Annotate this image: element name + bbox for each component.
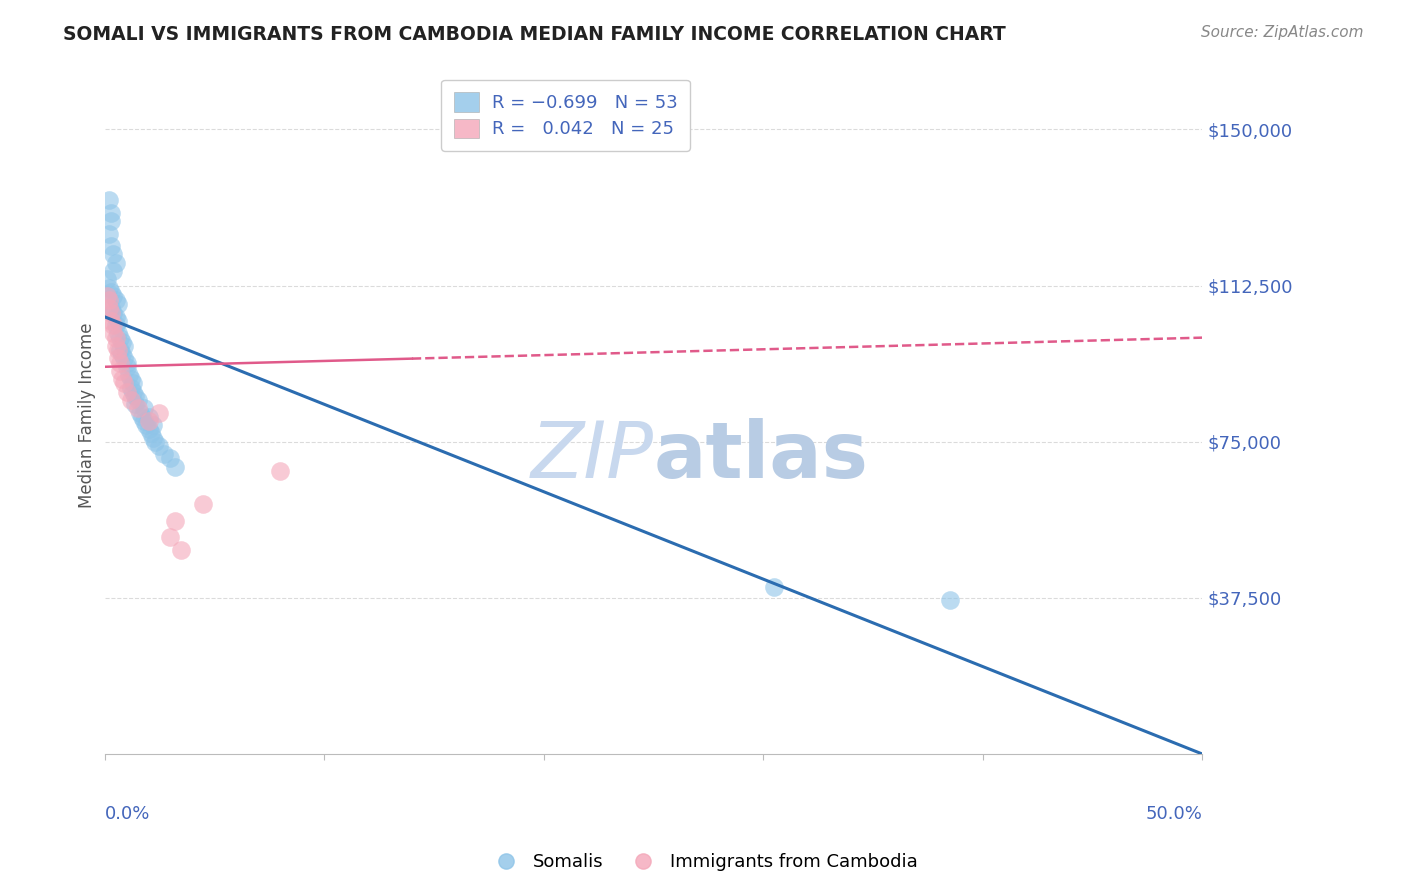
Point: [100, 206, 122, 220]
Point: [100, 301, 122, 316]
Point: [104, 339, 127, 353]
Point: [122, 384, 145, 399]
Point: [103, 306, 125, 320]
Point: [96, 289, 118, 303]
Point: [163, 514, 186, 528]
Point: [159, 451, 181, 466]
Point: [138, 414, 160, 428]
Point: [138, 409, 160, 424]
Point: [112, 339, 135, 353]
Point: [159, 531, 181, 545]
Point: [131, 409, 153, 424]
Point: [107, 343, 129, 358]
Point: [115, 359, 138, 374]
Point: [148, 406, 170, 420]
Point: [142, 418, 165, 433]
Point: [127, 393, 149, 408]
Point: [112, 376, 135, 391]
Point: [107, 314, 129, 328]
Point: [124, 389, 146, 403]
Point: [98, 281, 121, 295]
Point: [135, 418, 157, 433]
Point: [98, 293, 121, 308]
Point: [103, 247, 125, 261]
Point: [96, 272, 118, 286]
Text: 0.0%: 0.0%: [104, 805, 150, 822]
Point: [134, 401, 156, 416]
Point: [108, 356, 131, 370]
Point: [104, 331, 127, 345]
Point: [139, 426, 162, 441]
Point: [111, 347, 134, 361]
Y-axis label: Median Family Income: Median Family Income: [79, 323, 96, 508]
Legend: R = −0.699   N = 53, R =   0.042   N = 25: R = −0.699 N = 53, R = 0.042 N = 25: [441, 79, 690, 151]
Point: [763, 581, 786, 595]
Point: [143, 434, 166, 449]
Point: [104, 310, 127, 324]
Point: [124, 397, 146, 411]
Point: [170, 543, 193, 558]
Point: [120, 381, 142, 395]
Point: [153, 447, 176, 461]
Text: SOMALI VS IMMIGRANTS FROM CAMBODIA MEDIAN FAMILY INCOME CORRELATION CHART: SOMALI VS IMMIGRANTS FROM CAMBODIA MEDIA…: [63, 25, 1007, 44]
Point: [100, 314, 122, 328]
Point: [100, 214, 122, 228]
Point: [127, 401, 149, 416]
Point: [120, 372, 142, 386]
Legend: Somalis, Immigrants from Cambodia: Somalis, Immigrants from Cambodia: [481, 847, 925, 879]
Point: [111, 372, 134, 386]
Point: [115, 356, 138, 370]
Point: [98, 227, 121, 241]
Point: [100, 306, 122, 320]
Point: [108, 343, 131, 358]
Point: [120, 393, 142, 408]
Point: [128, 406, 150, 420]
Text: Source: ZipAtlas.com: Source: ZipAtlas.com: [1201, 25, 1364, 40]
Point: [108, 364, 131, 378]
Point: [104, 256, 127, 270]
Point: [138, 422, 160, 436]
Point: [98, 301, 121, 316]
Point: [269, 464, 291, 478]
Text: 50.0%: 50.0%: [1146, 805, 1202, 822]
Point: [148, 439, 170, 453]
Point: [134, 414, 156, 428]
Point: [100, 239, 122, 253]
Point: [122, 376, 145, 391]
Point: [98, 194, 121, 208]
Point: [103, 264, 125, 278]
Point: [118, 368, 141, 383]
Point: [115, 384, 138, 399]
Point: [142, 431, 165, 445]
Point: [104, 318, 127, 333]
Point: [107, 326, 129, 341]
Point: [112, 351, 135, 366]
Point: [108, 331, 131, 345]
Point: [111, 334, 134, 349]
Point: [103, 289, 125, 303]
Text: atlas: atlas: [654, 418, 869, 494]
Point: [163, 459, 186, 474]
Point: [100, 285, 122, 299]
Point: [103, 326, 125, 341]
Point: [193, 497, 215, 511]
Point: [103, 318, 125, 333]
Point: [104, 293, 127, 308]
Point: [107, 297, 129, 311]
Text: ZIP: ZIP: [530, 418, 654, 494]
Point: [107, 351, 129, 366]
Point: [939, 593, 962, 607]
